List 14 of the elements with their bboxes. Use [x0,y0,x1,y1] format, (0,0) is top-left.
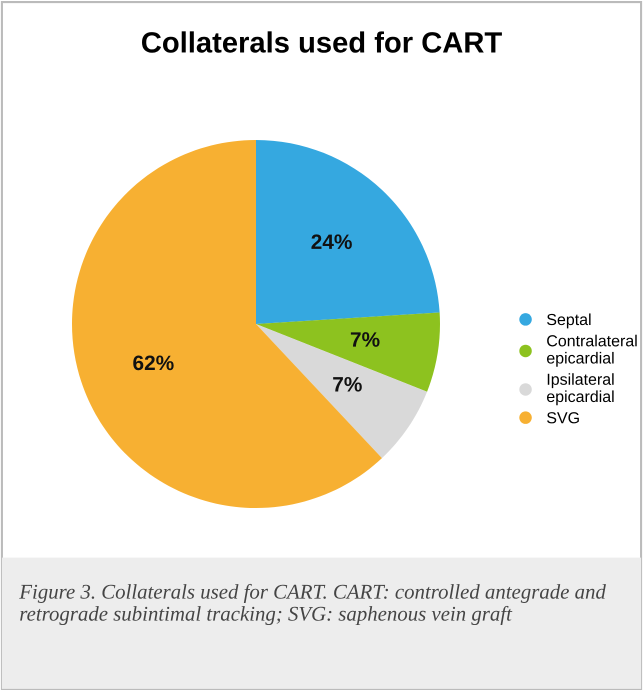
legend-label: SVG [547,412,579,424]
pie-slice [256,312,440,392]
data-label: 7% [333,376,362,392]
legend-label: Septal [547,313,591,328]
data-label: 62% [133,355,174,370]
pie-slice [256,324,428,458]
caption: Figure 3. Collaterals used for CART. CART: controlled antegrade and retrograde subintimal tracking; SVG: saphenous vein graft [19,584,606,626]
pie-slice [256,140,440,324]
data-label: 24% [311,234,352,250]
chart-title: Collaterals used for CART [142,31,502,53]
legend-label: Ipsilateral epicardial [546,373,614,406]
data-label: 7% [350,332,380,347]
legend-label: Contralateral epicardial [546,334,637,367]
pie-slice [72,140,382,508]
